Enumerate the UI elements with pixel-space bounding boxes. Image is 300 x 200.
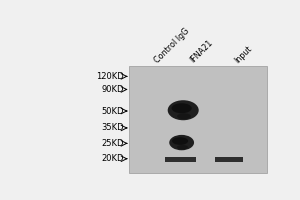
Ellipse shape [172,103,192,113]
Text: 90KD: 90KD [102,85,124,94]
Ellipse shape [177,113,191,119]
Text: 50KD: 50KD [102,107,124,116]
Text: Input: Input [233,44,254,65]
Ellipse shape [177,145,188,150]
Ellipse shape [172,137,188,145]
Ellipse shape [169,135,194,150]
Text: 20KD: 20KD [102,154,124,163]
Bar [215,157,243,162]
Bar [165,157,196,162]
Text: IFNA21: IFNA21 [189,38,215,65]
Text: 35KD: 35KD [102,123,124,132]
Bar [129,66,267,173]
Text: 120KD: 120KD [97,72,124,81]
Text: 25KD: 25KD [102,139,124,148]
Ellipse shape [168,100,199,120]
Text: Control IgG: Control IgG [152,26,190,65]
